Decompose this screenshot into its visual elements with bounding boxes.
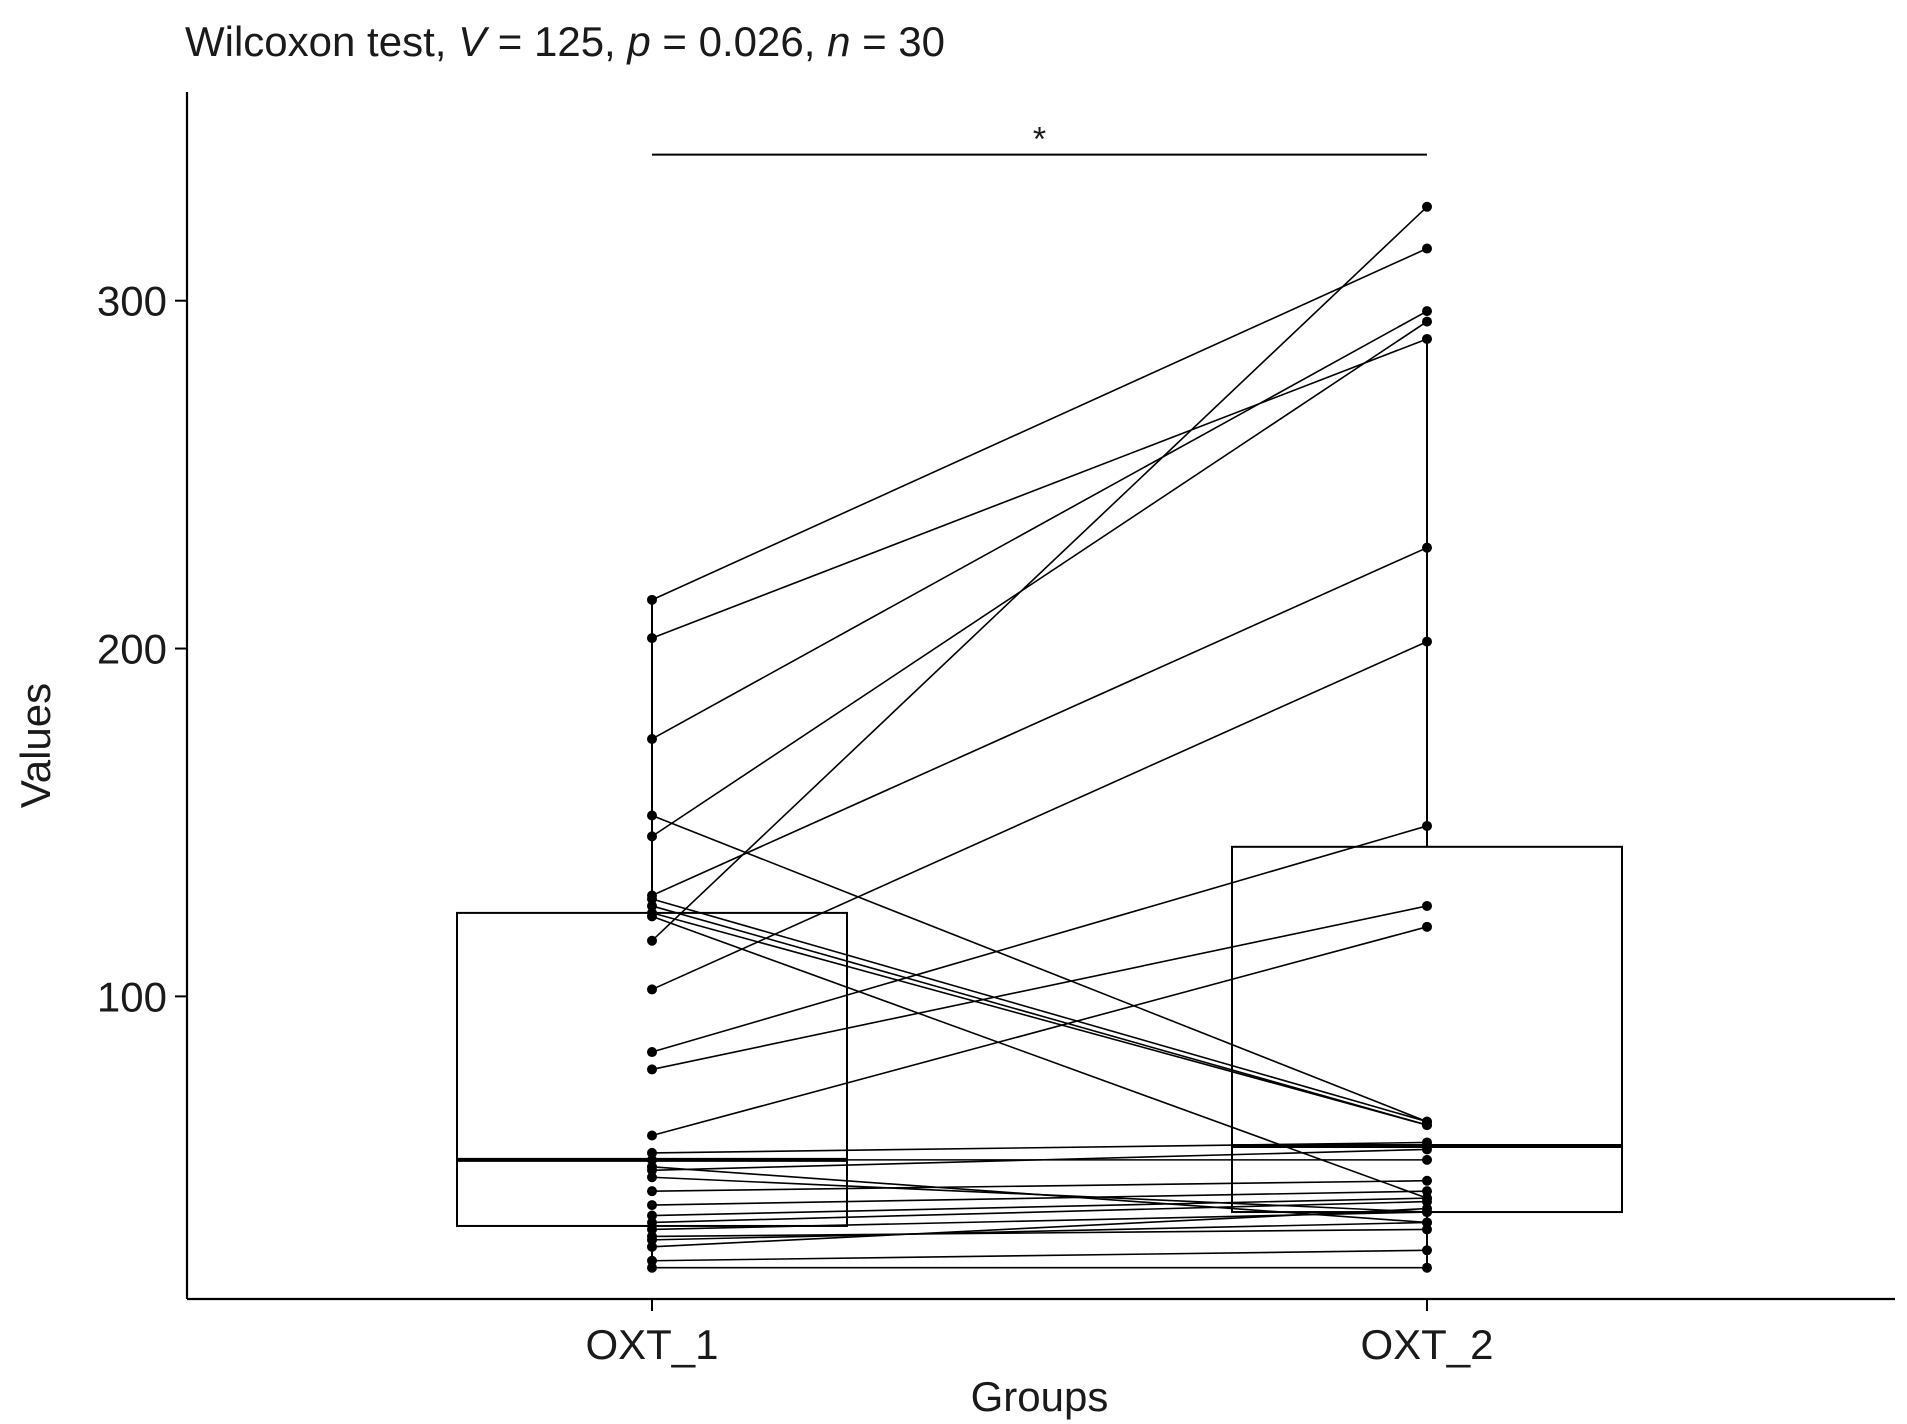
data-point-OXT_2	[1422, 1186, 1432, 1197]
data-point-OXT_1	[647, 1047, 657, 1058]
pair-line	[651, 640, 1428, 991]
data-point-OXT_2	[1422, 900, 1432, 911]
data-point-OXT_2	[1422, 201, 1432, 212]
data-point-OXT_2	[1422, 636, 1432, 647]
data-point-OXT_1	[647, 1262, 657, 1273]
data-point-OXT_2	[1422, 1175, 1432, 1186]
data-point-OXT_1	[647, 1200, 657, 1211]
data-point-OXT_1	[647, 1217, 657, 1228]
data-point-OXT_2	[1422, 1137, 1432, 1148]
title-stat-name: V	[458, 18, 487, 65]
data-point-OXT_1	[647, 1186, 657, 1197]
pair-line	[651, 814, 1428, 1123]
data-point-OXT_1	[647, 1234, 657, 1245]
pair-line	[651, 1179, 1428, 1192]
title-n-value: = 30	[850, 18, 946, 65]
title-prefix: Wilcoxon test,	[185, 18, 459, 65]
pair-line	[651, 310, 1428, 740]
data-point-OXT_1	[647, 733, 657, 744]
data-point-OXT_1	[647, 594, 657, 605]
pair-line	[651, 905, 1428, 1071]
data-point-OXT_2	[1422, 1224, 1432, 1235]
pair-line	[651, 1200, 1428, 1224]
data-point-OXT_2	[1422, 921, 1432, 932]
pair-line	[651, 1148, 1428, 1172]
data-point-OXT_2	[1422, 1203, 1432, 1214]
data-point-OXT_2	[1422, 306, 1432, 317]
data-point-OXT_2	[1422, 1144, 1432, 1155]
pair-line	[651, 206, 1428, 942]
data-point-OXT_1	[647, 935, 657, 946]
data-point-OXT_1	[647, 1165, 657, 1176]
pair-line	[651, 1249, 1428, 1262]
data-point-OXT_1	[647, 633, 657, 644]
y-tick-label: 100	[97, 973, 167, 1020]
data-point-OXT_1	[647, 1147, 657, 1158]
data-point-OXT_1	[647, 831, 657, 842]
pair-line	[651, 825, 1428, 1053]
x-axis-title: Groups	[971, 1373, 1109, 1420]
pair-line	[651, 320, 1428, 838]
data-point-OXT_2	[1422, 1120, 1432, 1131]
y-tick-label: 200	[97, 626, 167, 673]
data-point-OXT_1	[647, 1224, 657, 1235]
data-point-OXT_2	[1422, 243, 1432, 254]
data-point-OXT_2	[1422, 1196, 1432, 1207]
pair-line	[651, 247, 1428, 601]
title-p-value: = 0.026,	[650, 18, 828, 65]
data-point-OXT_2	[1422, 316, 1432, 327]
y-axis-title: Values	[12, 683, 59, 808]
data-point-OXT_1	[647, 893, 657, 904]
x-tick-label: OXT_1	[585, 1321, 718, 1368]
significance-label: *	[1033, 121, 1046, 159]
x-tick-label: OXT_2	[1360, 1321, 1493, 1368]
pair-line	[651, 546, 1428, 897]
data-point-OXT_1	[647, 911, 657, 922]
chart-title: Wilcoxon test, V = 125, p = 0.026, n = 3…	[185, 18, 945, 66]
pair-line	[651, 912, 1428, 1126]
data-point-OXT_2	[1422, 820, 1432, 831]
data-point-OXT_1	[647, 984, 657, 995]
title-p-name: p	[627, 18, 651, 65]
y-tick-label: 300	[97, 278, 167, 325]
pair-line	[651, 1228, 1428, 1238]
title-stat-value: = 125,	[486, 18, 628, 65]
data-point-OXT_2	[1422, 333, 1432, 344]
pair-line	[651, 905, 1428, 1126]
pair-line	[651, 1176, 1428, 1213]
data-point-OXT_2	[1422, 1154, 1432, 1165]
data-point-OXT_1	[647, 1130, 657, 1141]
title-n-name: n	[827, 18, 851, 65]
data-point-OXT_1	[647, 1241, 657, 1252]
data-point-OXT_2	[1422, 1262, 1432, 1273]
pair-line	[651, 1197, 1428, 1217]
data-point-OXT_2	[1422, 1245, 1432, 1256]
data-point-OXT_1	[647, 1064, 657, 1075]
data-point-OXT_1	[647, 1154, 657, 1165]
data-point-OXT_1	[647, 810, 657, 821]
pair-line	[651, 1190, 1428, 1206]
pair-line	[651, 926, 1428, 1137]
data-point-OXT_1	[647, 1210, 657, 1221]
pair-line	[651, 338, 1428, 639]
pair-line	[651, 1207, 1428, 1248]
data-point-OXT_1	[647, 900, 657, 911]
pair-line	[651, 915, 1428, 1199]
data-point-OXT_1	[647, 1255, 657, 1266]
pair-line	[651, 1221, 1428, 1241]
data-point-OXT_2	[1422, 542, 1432, 553]
pair-line	[651, 898, 1428, 1123]
data-point-OXT_2	[1422, 1217, 1432, 1228]
pair-line	[651, 1141, 1428, 1154]
data-point-OXT_1	[647, 1172, 657, 1183]
